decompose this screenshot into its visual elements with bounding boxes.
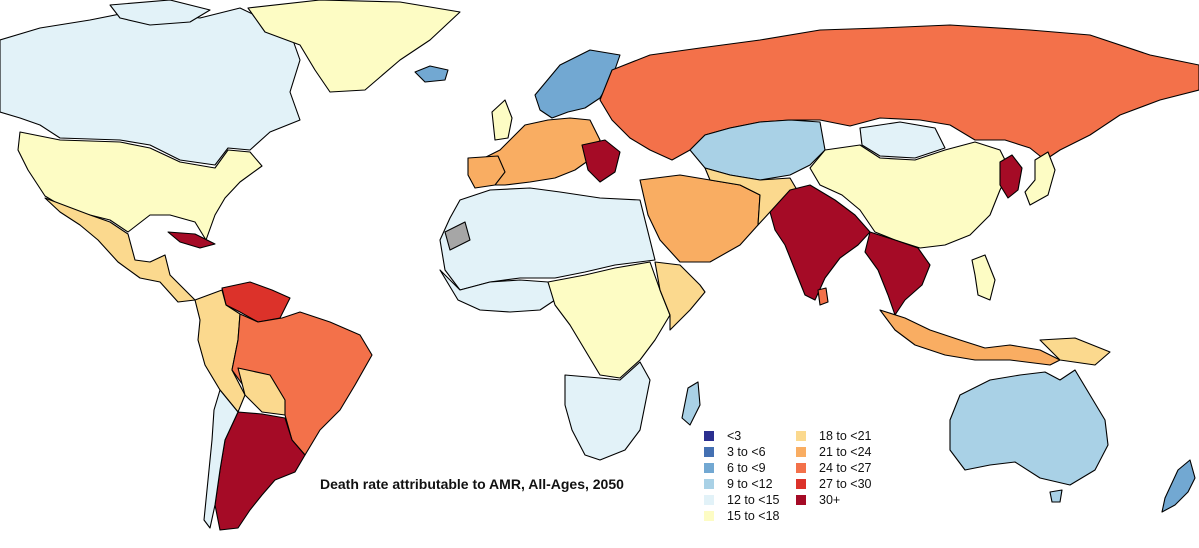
region-tasmania (1049, 489, 1063, 503)
region-new-guinea (1039, 337, 1111, 366)
region-western-sahara (444, 221, 471, 251)
region-australia (949, 369, 1109, 486)
region-madagascar (681, 381, 701, 426)
region-middle-east (639, 174, 761, 263)
legend-swatch (704, 511, 714, 521)
region-north-africa (439, 187, 656, 291)
legend-item: 9 to <12 (704, 477, 773, 491)
region-korea (999, 154, 1023, 199)
legend-item: 24 to <27 (796, 461, 871, 475)
legend-item: 30+ (796, 493, 840, 507)
legend-swatch (704, 463, 714, 473)
region-uk (491, 99, 513, 141)
region-central-africa (547, 261, 671, 379)
region-iceland (414, 65, 449, 83)
region-horn (654, 261, 706, 331)
legend-item: 21 to <24 (796, 445, 871, 459)
legend-label: 6 to <9 (727, 461, 766, 475)
legend-swatch (704, 447, 714, 457)
legend-swatch (704, 479, 714, 489)
legend-swatch (796, 495, 806, 505)
legend-item: 12 to <15 (704, 493, 779, 507)
legend-label: 24 to <27 (819, 461, 872, 475)
legend-label: 15 to <18 (727, 509, 780, 523)
legend-item: 18 to <21 (796, 429, 871, 443)
region-canada-islands (109, 0, 211, 26)
legend-label: 18 to <21 (819, 429, 872, 443)
legend-label: 21 to <24 (819, 445, 872, 459)
region-japan (1024, 151, 1056, 206)
legend-label: 9 to <12 (727, 477, 773, 491)
legend: <3 3 to <6 6 to <9 9 to <12 12 to <15 15… (704, 429, 934, 529)
legend-swatch (796, 447, 806, 457)
region-bolivia (237, 367, 286, 416)
legend-swatch (796, 463, 806, 473)
legend-item: 3 to <6 (704, 445, 766, 459)
legend-label: 3 to <6 (727, 445, 766, 459)
region-norway-sweden (534, 49, 621, 119)
legend-item: <3 (704, 429, 741, 443)
legend-item: 27 to <30 (796, 477, 871, 491)
region-sri-lanka (817, 287, 829, 306)
region-indonesia (879, 309, 1061, 366)
legend-label: <3 (727, 429, 742, 443)
region-chile (203, 389, 239, 529)
region-iberia (467, 155, 506, 189)
region-philippines (971, 254, 996, 301)
region-russia (599, 24, 1199, 161)
legend-label: 27 to <30 (819, 477, 872, 491)
region-indochina (864, 231, 931, 316)
region-new-zealand (1161, 459, 1196, 513)
legend-swatch (704, 495, 714, 505)
region-india (769, 184, 871, 301)
legend-item: 15 to <18 (704, 509, 779, 523)
legend-label: 12 to <15 (727, 493, 780, 507)
map-title: Death rate attributable to AMR, All-Ages… (320, 476, 624, 492)
region-mexico (44, 197, 196, 303)
legend-swatch (796, 431, 806, 441)
region-southern-africa (564, 361, 651, 461)
legend-swatch (704, 431, 714, 441)
region-mongolia (859, 121, 946, 159)
region-china (809, 141, 1011, 249)
region-balkans (581, 139, 621, 183)
legend-label: 30+ (819, 493, 841, 507)
legend-swatch (796, 479, 806, 489)
region-cuba (167, 231, 216, 249)
region-greenland (247, 0, 461, 93)
legend-item: 6 to <9 (704, 461, 766, 475)
